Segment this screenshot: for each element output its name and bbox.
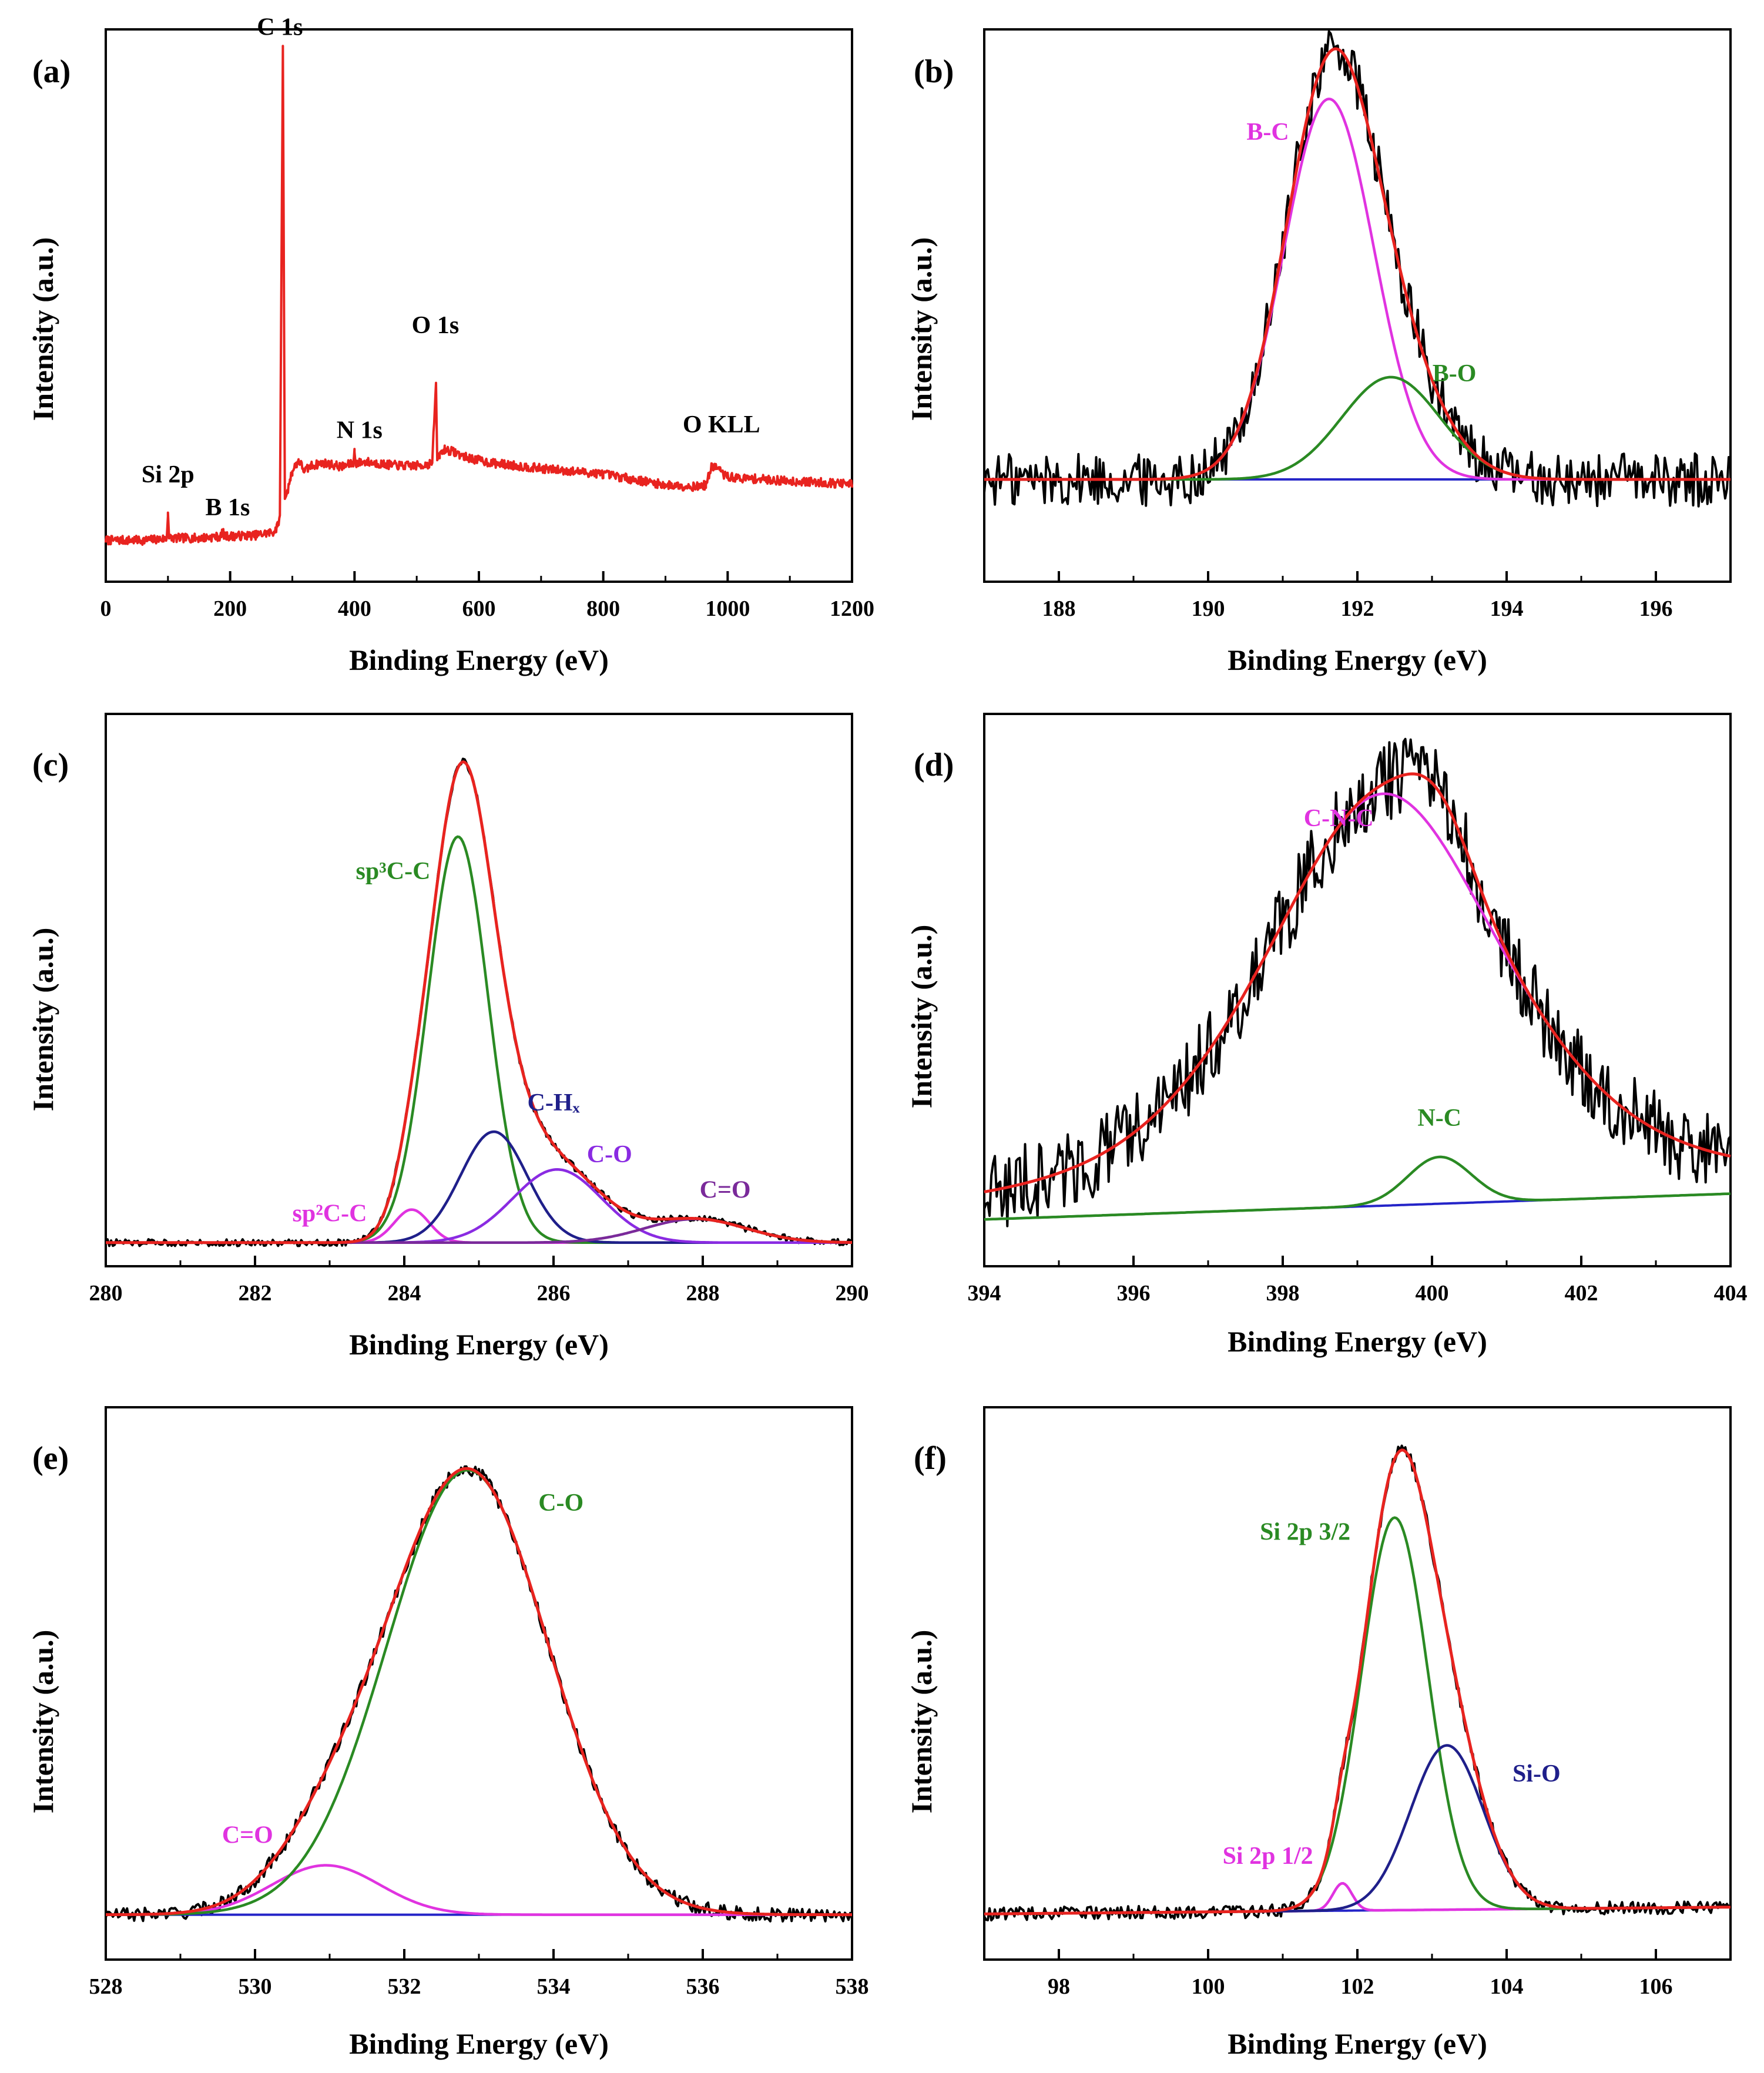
x-tick-label: 284 (388, 1281, 421, 1306)
peak-label: Si 2p 3/2 (1260, 1518, 1350, 1545)
x-tick-label: 400 (1416, 1281, 1449, 1306)
x-tick-label: 102 (1341, 1974, 1374, 1999)
peak-label: B-C (1246, 119, 1289, 146)
raw-spectrum-line (983, 737, 1732, 1227)
panel-e-plot: 528 530 532 534 536 538 C-O C=O (89, 1406, 869, 1999)
panel-b-plot: 188 190 192 194 196 B-C B-O (983, 28, 1732, 621)
x-tick-label: 188 (1042, 596, 1076, 621)
peak-label: C=O (700, 1177, 751, 1204)
peak-label: C-Hₓ (527, 1089, 580, 1116)
panel-d-plot: 394 396 398 400 402 404 C-N-C N-C (968, 713, 1748, 1306)
panel-a: (a) Binding Energy (eV) Intensity (a.u.)… (26, 14, 874, 676)
x-tick-label: 106 (1639, 1974, 1673, 1999)
x-tick-label: 402 (1565, 1281, 1598, 1306)
panel-f: (f) Binding Energy (eV) Intensity (a.u.)… (905, 1406, 1732, 2060)
panel-a-plot: 0 200 400 600 800 1000 1200 C 1s O 1s N 1s O KLL Si… (100, 14, 875, 621)
x-tick-label: 192 (1341, 596, 1374, 621)
panel-e-xlabel: Binding Energy (eV) (349, 2027, 609, 2060)
x-tick-label: 190 (1192, 596, 1225, 621)
panel-c: (c) Binding Energy (eV) Intensity (a.u.)… (26, 713, 869, 1361)
panel-f-plot: 98 100 102 104 106 Si 2p 3/2 Si-O Si 2p 1/2 (983, 1406, 1732, 1999)
panel-e: (e) Binding Energy (eV) Intensity (a.u.)… (26, 1406, 869, 2060)
x-tick-label: 282 (239, 1281, 272, 1306)
panel-a-ylabel: Intensity (a.u.) (26, 237, 59, 421)
x-tick-label: 194 (1490, 596, 1524, 621)
survey-spectrum-line (105, 45, 853, 546)
x-tick-label: 0 (100, 596, 112, 621)
x-tick-label: 536 (686, 1974, 720, 1999)
x-tick-label: 538 (836, 1974, 869, 1999)
peak-label: sp²C-C (293, 1200, 367, 1227)
x-tick-label: 100 (1192, 1974, 1225, 1999)
peak-label: Si 2p (142, 461, 194, 488)
peak-label: C-O (587, 1141, 632, 1168)
component-curve (106, 1864, 852, 1916)
panel-d-ylabel: Intensity (a.u.) (905, 925, 938, 1109)
peak-label: N-C (1417, 1105, 1461, 1132)
x-tick-label: 104 (1490, 1974, 1524, 1999)
x-tick-label: 280 (89, 1281, 123, 1306)
panel-d-xlabel: Binding Energy (eV) (1228, 1325, 1487, 1358)
panel-b: (b) Binding Energy (eV) Intensity (a.u.)… (905, 28, 1732, 676)
peak-label: O 1s (412, 312, 460, 339)
x-tick-label: 288 (686, 1281, 720, 1306)
x-tick-label: 290 (836, 1281, 869, 1306)
panel-a-xlabel: Binding Energy (eV) (349, 643, 609, 676)
x-tick-label: 394 (968, 1281, 1001, 1306)
envelope-curve (984, 772, 1731, 1193)
panel-c-plot: 280 282 284 286 288 290 sp³C-C C-Hₓ C-O C=O sp²C-C (89, 713, 869, 1306)
panel-b-ylabel: Intensity (a.u.) (905, 237, 938, 421)
peak-label: C=O (222, 1822, 273, 1849)
panel-f-label: (f) (914, 1440, 947, 1477)
peak-label: O KLL (683, 411, 760, 438)
x-tick-label: 1200 (830, 596, 874, 621)
panel-c-xlabel: Binding Energy (eV) (349, 1328, 609, 1361)
panel-c-label: (c) (32, 747, 69, 783)
peak-label: Si-O (1513, 1760, 1561, 1787)
peak-label: sp³C-C (356, 858, 430, 885)
peak-label: B 1s (206, 494, 250, 521)
peak-label: C-N-C (1304, 805, 1374, 832)
peak-label: Si 2p 1/2 (1223, 1843, 1313, 1870)
x-tick-label: 530 (239, 1974, 272, 1999)
panel-e-ylabel: Intensity (a.u.) (26, 1630, 59, 1814)
panel-f-xlabel: Binding Energy (eV) (1228, 2027, 1487, 2060)
envelope-curve (984, 47, 1731, 481)
x-tick-label: 528 (89, 1974, 123, 1999)
x-tick-label: 404 (1714, 1281, 1748, 1306)
x-tick-label: 600 (462, 596, 496, 621)
panel-b-label: (b) (914, 53, 954, 90)
envelope-curve (984, 1448, 1731, 1916)
panel-d: (d) Binding Energy (eV) Intensity (a.u.)… (905, 713, 1748, 1358)
x-tick-label: 800 (586, 596, 620, 621)
envelope-curve (106, 1467, 852, 1917)
x-tick-label: 398 (1266, 1281, 1300, 1306)
x-tick-label: 532 (388, 1974, 421, 1999)
x-tick-label: 396 (1117, 1281, 1151, 1306)
peak-label: N 1s (337, 417, 383, 444)
peak-label: C 1s (257, 14, 303, 41)
raw-spectrum-line (983, 30, 1732, 508)
x-tick-label: 1000 (705, 596, 750, 621)
x-tick-label: 534 (537, 1974, 571, 1999)
x-tick-label: 98 (1048, 1974, 1070, 1999)
envelope-curve (106, 760, 852, 1245)
panel-a-label: (a) (32, 53, 71, 90)
panel-e-label: (e) (32, 1440, 69, 1477)
panel-d-label: (d) (914, 747, 954, 783)
panel-b-xlabel: Binding Energy (eV) (1228, 643, 1487, 676)
x-tick-label: 196 (1639, 596, 1673, 621)
peak-label: C-O (538, 1490, 583, 1517)
x-tick-label: 200 (213, 596, 247, 621)
peak-label: B-O (1433, 360, 1477, 387)
x-tick-label: 286 (537, 1281, 571, 1306)
panel-c-ylabel: Intensity (a.u.) (26, 928, 59, 1112)
component-curve (984, 1155, 1731, 1221)
x-tick-label: 400 (338, 596, 371, 621)
panel-f-ylabel: Intensity (a.u.) (905, 1630, 938, 1814)
